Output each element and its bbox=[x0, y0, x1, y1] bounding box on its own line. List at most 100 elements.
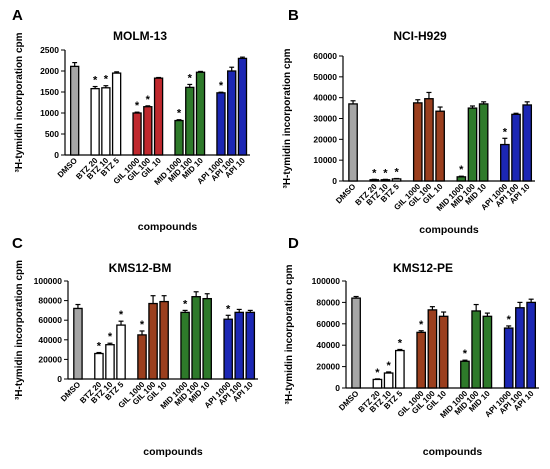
significance-star: * bbox=[183, 298, 188, 310]
bar bbox=[73, 307, 83, 380]
significance-star: * bbox=[419, 319, 424, 331]
bar bbox=[383, 372, 394, 389]
bar bbox=[412, 102, 423, 182]
y-tick-label: 20000 bbox=[316, 362, 340, 372]
bar bbox=[416, 331, 427, 389]
bar bbox=[424, 98, 434, 182]
bar bbox=[90, 87, 100, 156]
significance-star: * bbox=[386, 360, 391, 372]
y-tick-label: 100000 bbox=[312, 276, 341, 286]
bar bbox=[456, 176, 467, 182]
significance-star: * bbox=[394, 167, 399, 179]
bar bbox=[116, 324, 126, 380]
bar bbox=[460, 360, 470, 389]
x-axis-label: compounds bbox=[423, 446, 483, 458]
y-axis-label: ³H-tymidin incorporation cpm bbox=[284, 264, 295, 404]
significance-star: * bbox=[226, 303, 231, 315]
panel-c: C KMS12-BM ³H-tymidin incorporation cpm 0 20… bbox=[12, 235, 258, 458]
significance-star: * bbox=[503, 126, 508, 138]
y-tick-label: 80000 bbox=[38, 296, 62, 306]
bar bbox=[237, 57, 248, 156]
bar bbox=[69, 65, 80, 156]
significance-star: * bbox=[108, 331, 113, 343]
significance-star: * bbox=[93, 75, 98, 87]
panel-letter: D bbox=[288, 235, 299, 252]
y-tick-label: 0 bbox=[332, 176, 337, 186]
significance-star: * bbox=[188, 72, 193, 84]
bar bbox=[522, 104, 533, 182]
y-tick-label: 2500 bbox=[40, 45, 59, 55]
bar bbox=[137, 334, 147, 380]
chart-title: NCI-H929 bbox=[393, 29, 447, 43]
bar bbox=[503, 327, 514, 389]
bar bbox=[111, 72, 122, 156]
bar bbox=[105, 344, 115, 380]
bar bbox=[500, 143, 510, 182]
bar bbox=[223, 318, 233, 380]
bar bbox=[94, 352, 104, 380]
significance-star: * bbox=[135, 100, 140, 112]
bar bbox=[471, 310, 482, 389]
y-tick-label: 30000 bbox=[313, 114, 337, 124]
bar bbox=[395, 349, 405, 389]
y-tick-label: 60000 bbox=[313, 51, 337, 61]
bar bbox=[380, 179, 391, 182]
significance-star: * bbox=[375, 367, 380, 379]
significance-star: * bbox=[104, 74, 109, 86]
bar bbox=[143, 106, 153, 156]
y-tick-label: 0 bbox=[54, 150, 59, 160]
y-tick-label: 500 bbox=[45, 129, 59, 139]
bar bbox=[101, 87, 111, 156]
panel-d: D KMS12-PE ³H-tymidin incorporation cpm 0 20… bbox=[284, 235, 539, 458]
significance-star: * bbox=[146, 94, 151, 106]
x-axis-label: compounds bbox=[419, 224, 479, 236]
chart-title: KMS12-PE bbox=[393, 261, 453, 275]
significance-star: * bbox=[97, 341, 102, 353]
bar bbox=[435, 110, 445, 182]
bar bbox=[227, 70, 237, 156]
bar bbox=[148, 302, 158, 380]
bar bbox=[132, 112, 142, 156]
significance-star: * bbox=[140, 319, 145, 331]
bar bbox=[174, 119, 184, 156]
bar bbox=[427, 309, 438, 389]
bar bbox=[191, 296, 201, 380]
y-tick-label: 100000 bbox=[34, 276, 63, 286]
x-axis-label: compounds bbox=[143, 446, 203, 458]
bar bbox=[245, 311, 256, 380]
y-axis-label: ³H-tymidin incorporation cpm bbox=[14, 32, 25, 172]
bar bbox=[369, 179, 380, 182]
bar bbox=[185, 86, 195, 156]
y-tick-label: 80000 bbox=[316, 297, 340, 307]
panel-b: B NCI-H929 ³H-tymidin incorporation cpm 0 10… bbox=[282, 7, 535, 236]
y-tick-label: 20000 bbox=[313, 134, 337, 144]
bar bbox=[478, 103, 489, 182]
significance-star: * bbox=[383, 167, 388, 179]
y-axis-label: ³H-tymidin incorporation cpm bbox=[14, 260, 25, 400]
x-axis-label: compounds bbox=[138, 221, 198, 233]
bar bbox=[526, 301, 537, 389]
bar bbox=[372, 378, 383, 389]
bar bbox=[159, 300, 169, 380]
significance-star: * bbox=[507, 314, 512, 326]
bar bbox=[216, 92, 226, 156]
y-tick-label: 1500 bbox=[40, 87, 59, 97]
bar bbox=[515, 307, 525, 389]
bar bbox=[202, 297, 212, 380]
y-tick-label: 50000 bbox=[313, 72, 337, 82]
significance-star: * bbox=[459, 164, 464, 176]
y-tick-label: 40000 bbox=[316, 340, 340, 350]
bar bbox=[153, 77, 164, 156]
y-tick-label: 40000 bbox=[313, 93, 337, 103]
bar bbox=[348, 103, 358, 182]
significance-star: * bbox=[119, 309, 124, 321]
y-tick-label: 40000 bbox=[38, 335, 62, 345]
y-tick-label: 60000 bbox=[38, 315, 62, 325]
bar bbox=[195, 71, 206, 156]
y-axis-label: ³H-tymidin incorporation cpm bbox=[282, 48, 293, 188]
y-tick-label: 10000 bbox=[313, 155, 337, 165]
panel-letter: B bbox=[288, 7, 299, 24]
significance-star: * bbox=[398, 337, 403, 349]
chart-title: MOLM-13 bbox=[113, 29, 167, 43]
